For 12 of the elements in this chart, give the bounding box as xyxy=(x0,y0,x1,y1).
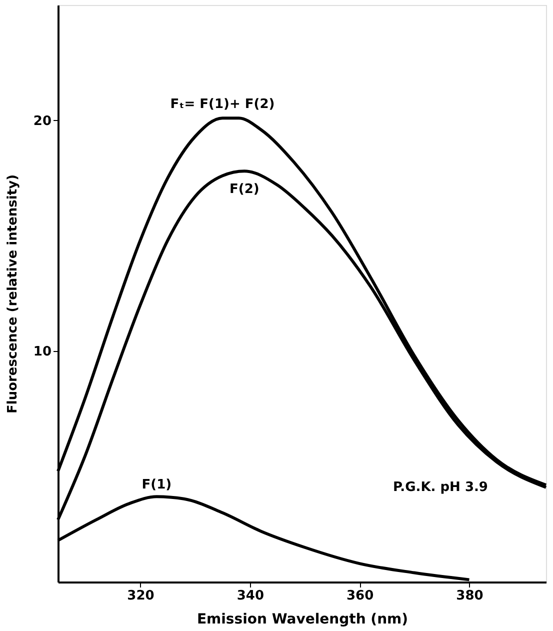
y-tick-label: 10 xyxy=(33,344,52,360)
annotation: P.G.K. pH 3.9 xyxy=(393,480,488,495)
x-axis-title: Emission Wavelength (nm) xyxy=(196,612,408,628)
y-tick-label: 20 xyxy=(33,114,52,129)
y-axis-title: Fluorescence (relative intensity) xyxy=(5,174,20,414)
x-tick-label: 340 xyxy=(236,588,264,604)
x-tick-label: 380 xyxy=(456,588,484,604)
x-tick-label: 320 xyxy=(127,588,154,604)
series-label: Fₜ= F(1)+ F(2) xyxy=(170,97,275,112)
x-tick-label: 360 xyxy=(346,588,374,604)
series-label: F(2) xyxy=(230,182,260,198)
series-label: F(1) xyxy=(142,478,172,493)
